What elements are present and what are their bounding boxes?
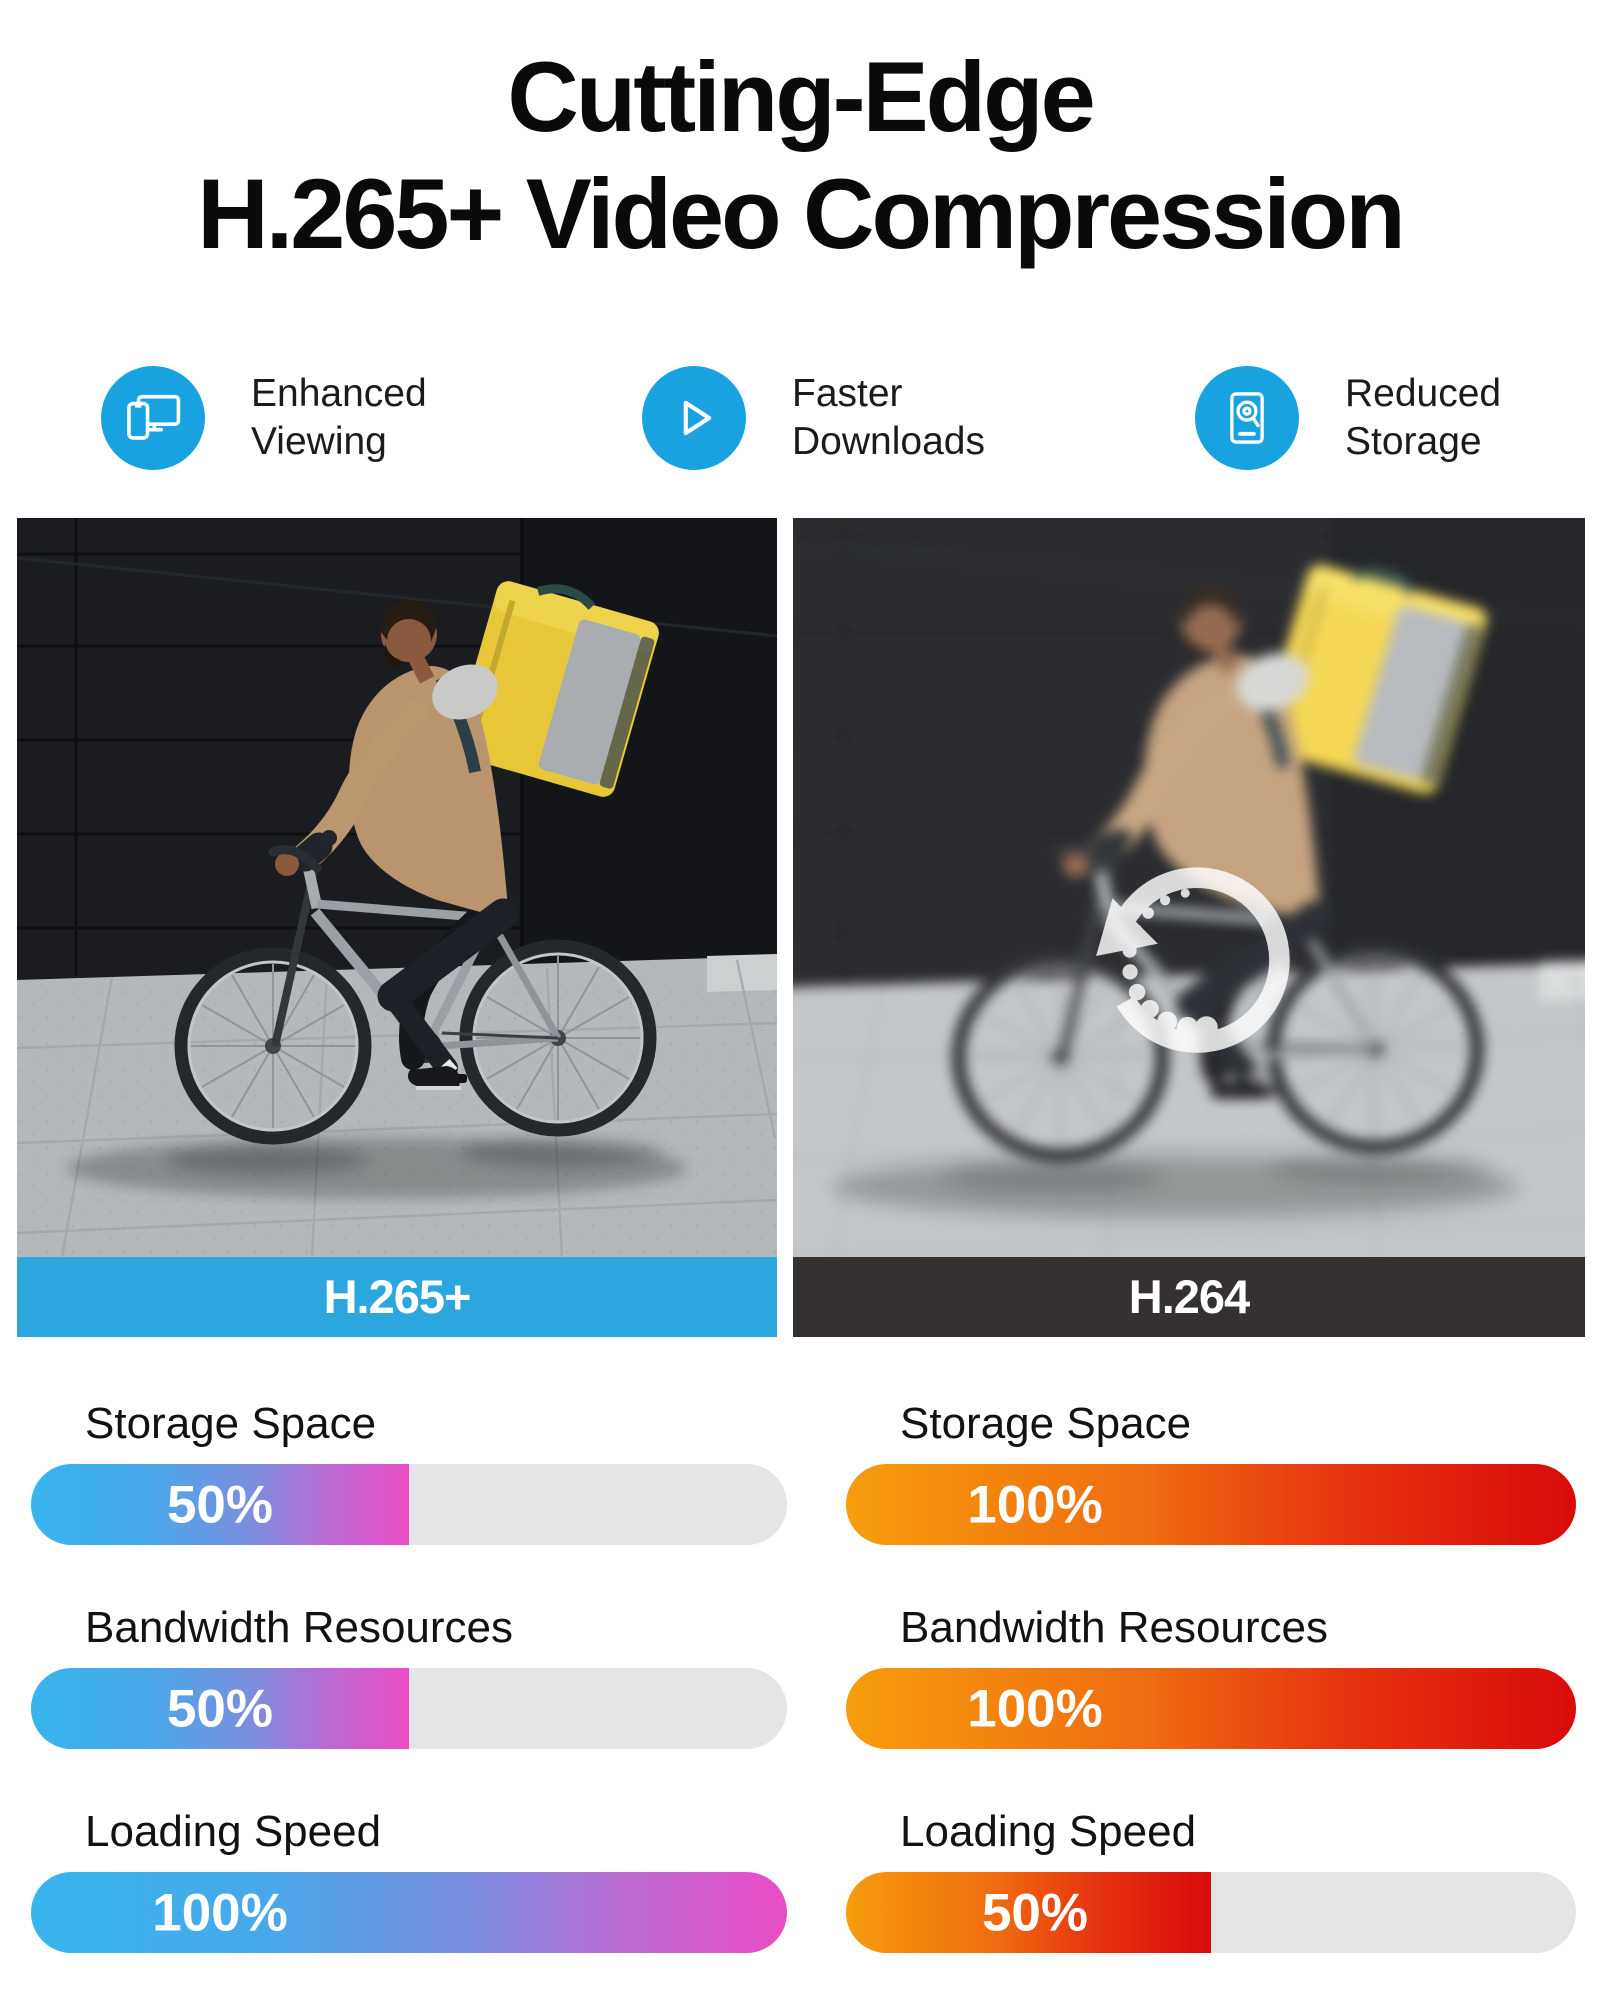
metrics-column-h264: Storage Space 100% Bandwidth Resources 1… <box>846 1398 1576 2010</box>
metric-track: 50% <box>846 1872 1576 1953</box>
metric-fill: 100% <box>846 1464 1576 1545</box>
metric-value: 50% <box>166 1679 274 1738</box>
codec-caption-h265plus: H.265+ <box>17 1257 777 1337</box>
metric-value: 100% <box>967 1475 1103 1534</box>
feature-faster-downloads: Faster Downloads <box>642 366 1022 470</box>
metric-value: 100% <box>152 1883 288 1942</box>
page-title-line2: H.265+ Video Compression <box>197 158 1405 269</box>
metrics-column-h265plus: Storage Space 50% Bandwidth Resources 50… <box>31 1398 787 2010</box>
cyclist-scene <box>17 518 777 1257</box>
metric-label: Loading Speed <box>900 1807 1197 1856</box>
metric-fill: 50% <box>31 1464 409 1545</box>
feature-enhanced-viewing: Enhanced Viewing <box>101 366 481 470</box>
metric-track: 100% <box>846 1668 1576 1749</box>
metric-label: Bandwidth Resources <box>85 1603 514 1652</box>
metric-label: Storage Space <box>900 1399 1192 1448</box>
metric-fill: 100% <box>846 1668 1576 1749</box>
feature-reduced-storage: Reduced Storage <box>1195 366 1575 470</box>
metric-fill: 50% <box>31 1668 409 1749</box>
photo-h265-image <box>17 518 777 1257</box>
photo-h264-image <box>793 518 1585 1257</box>
page-title: Cutting-Edge H.265+ Video Compression <box>0 38 1600 272</box>
play-icon <box>642 366 746 470</box>
feature-label: Enhanced Viewing <box>251 372 427 463</box>
metric-label: Bandwidth Resources <box>900 1603 1329 1652</box>
metric-track: 50% <box>31 1464 787 1545</box>
photo-h264: H.264 <box>793 518 1585 1337</box>
metric-storage-space: Storage Space 100% <box>846 1398 1576 1545</box>
page-title-line1: Cutting-Edge <box>507 41 1095 152</box>
storage-icon <box>1195 366 1299 470</box>
metric-track: 50% <box>31 1668 787 1749</box>
metric-bandwidth-resources: Bandwidth Resources 100% <box>846 1602 1576 1749</box>
photo-h265: H.265+ <box>17 518 777 1337</box>
feature-label: Faster Downloads <box>792 372 985 463</box>
devices-icon <box>101 366 205 470</box>
metric-fill: 50% <box>846 1872 1211 1953</box>
metric-bandwidth-resources: Bandwidth Resources 50% <box>31 1602 787 1749</box>
feature-label: Reduced Storage <box>1345 372 1502 463</box>
metric-track: 100% <box>846 1464 1576 1545</box>
metric-label: Loading Speed <box>85 1807 382 1856</box>
metric-track: 100% <box>31 1872 787 1953</box>
metric-storage-space: Storage Space 50% <box>31 1398 787 1545</box>
codec-caption-h264: H.264 <box>793 1257 1585 1337</box>
metric-value: 50% <box>981 1883 1089 1942</box>
buffering-icon <box>1094 851 1300 1057</box>
metric-loading-speed: Loading Speed 100% <box>31 1806 787 1953</box>
metric-fill: 100% <box>31 1872 787 1953</box>
metric-label: Storage Space <box>85 1399 377 1448</box>
metric-value: 100% <box>967 1679 1103 1738</box>
metric-value: 50% <box>166 1475 274 1534</box>
metric-loading-speed: Loading Speed 50% <box>846 1806 1576 1953</box>
